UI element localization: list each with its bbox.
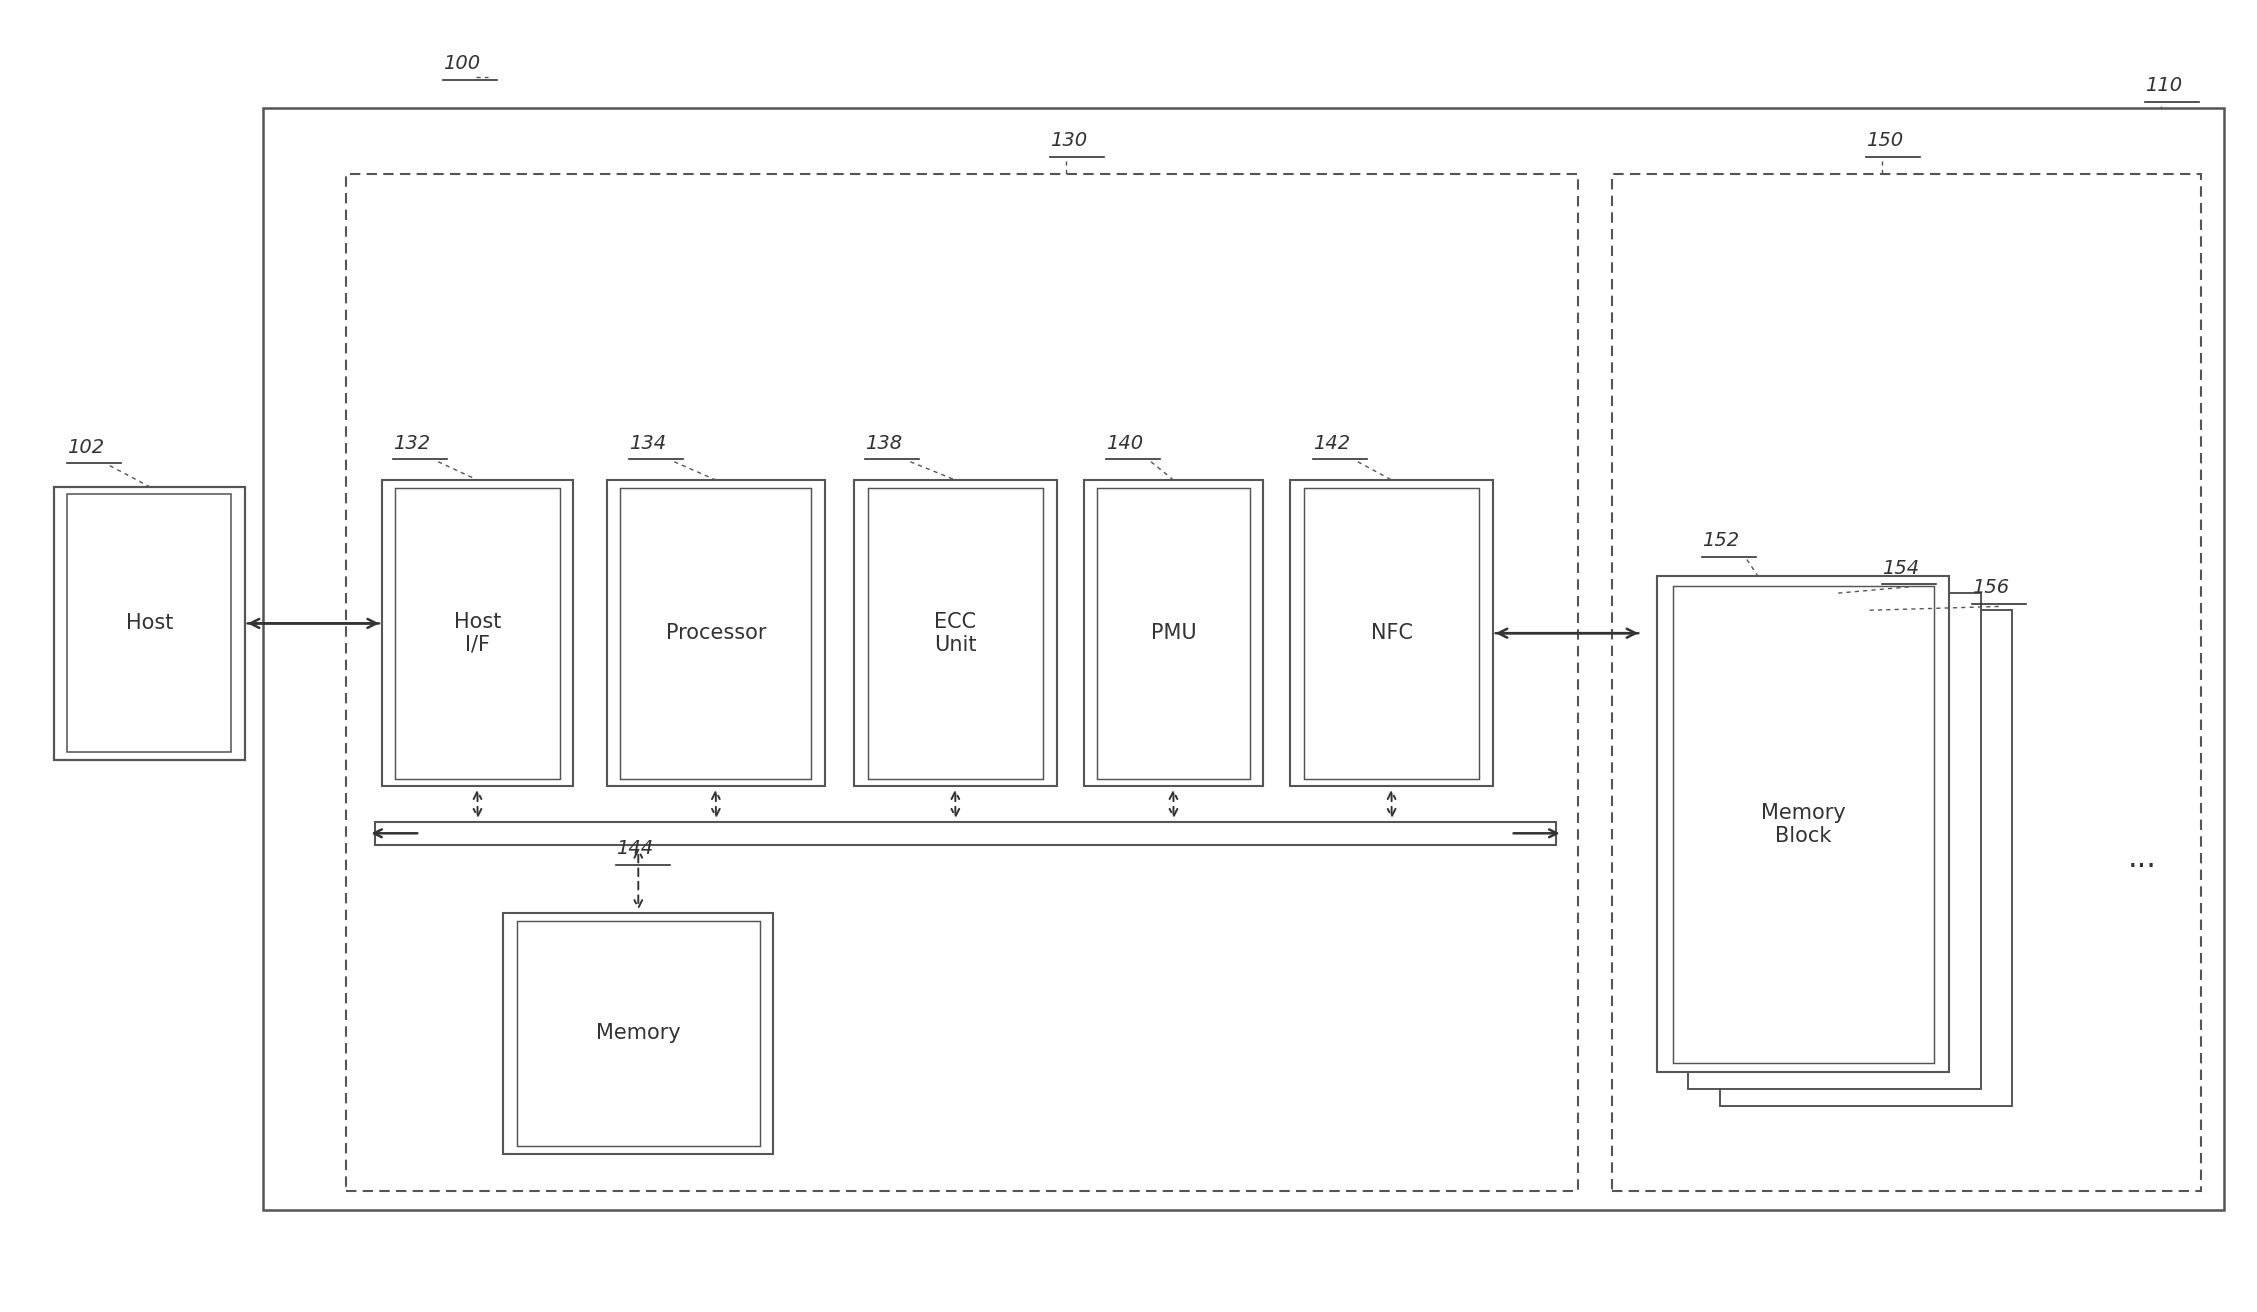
Bar bbox=[54, 487, 244, 760]
Bar bbox=[1688, 593, 1982, 1089]
Bar bbox=[1305, 488, 1478, 778]
Text: ...: ... bbox=[2128, 844, 2158, 872]
Bar bbox=[1291, 480, 1492, 786]
Text: 134: 134 bbox=[630, 434, 666, 453]
Bar bbox=[375, 821, 1555, 845]
Bar bbox=[1720, 610, 2013, 1106]
Text: 100: 100 bbox=[442, 54, 481, 73]
Text: ECC
Unit: ECC Unit bbox=[934, 611, 977, 655]
Text: Host
I/F: Host I/F bbox=[454, 611, 501, 655]
Text: 140: 140 bbox=[1106, 434, 1142, 453]
Bar bbox=[853, 480, 1056, 786]
Text: PMU: PMU bbox=[1151, 623, 1196, 643]
Text: 138: 138 bbox=[864, 434, 903, 453]
Text: 152: 152 bbox=[1702, 531, 1740, 551]
Text: NFC: NFC bbox=[1370, 623, 1413, 643]
Bar bbox=[1611, 173, 2201, 1190]
Bar bbox=[621, 488, 813, 778]
Bar bbox=[68, 495, 230, 753]
Bar bbox=[262, 109, 2223, 1210]
Text: Memory
Block: Memory Block bbox=[1760, 803, 1846, 846]
Text: 150: 150 bbox=[1867, 131, 1903, 150]
Bar bbox=[1083, 480, 1264, 786]
Bar bbox=[345, 173, 1578, 1190]
Bar bbox=[395, 488, 560, 778]
Bar bbox=[607, 480, 824, 786]
Text: Processor: Processor bbox=[666, 623, 765, 643]
Bar bbox=[1657, 576, 1950, 1072]
Text: 110: 110 bbox=[2144, 76, 2183, 96]
Bar bbox=[503, 913, 774, 1155]
Bar bbox=[517, 921, 761, 1147]
Text: 102: 102 bbox=[68, 437, 104, 457]
Bar bbox=[1672, 585, 1934, 1063]
Text: Host: Host bbox=[126, 614, 174, 634]
Text: 142: 142 bbox=[1314, 434, 1350, 453]
Text: 130: 130 bbox=[1050, 131, 1088, 150]
Bar bbox=[381, 480, 573, 786]
Bar bbox=[1097, 488, 1250, 778]
Text: 132: 132 bbox=[393, 434, 431, 453]
Text: 144: 144 bbox=[616, 840, 652, 858]
Text: 154: 154 bbox=[1882, 559, 1918, 577]
Text: 156: 156 bbox=[1973, 579, 2009, 597]
Text: Memory: Memory bbox=[596, 1023, 682, 1043]
Bar bbox=[867, 488, 1043, 778]
